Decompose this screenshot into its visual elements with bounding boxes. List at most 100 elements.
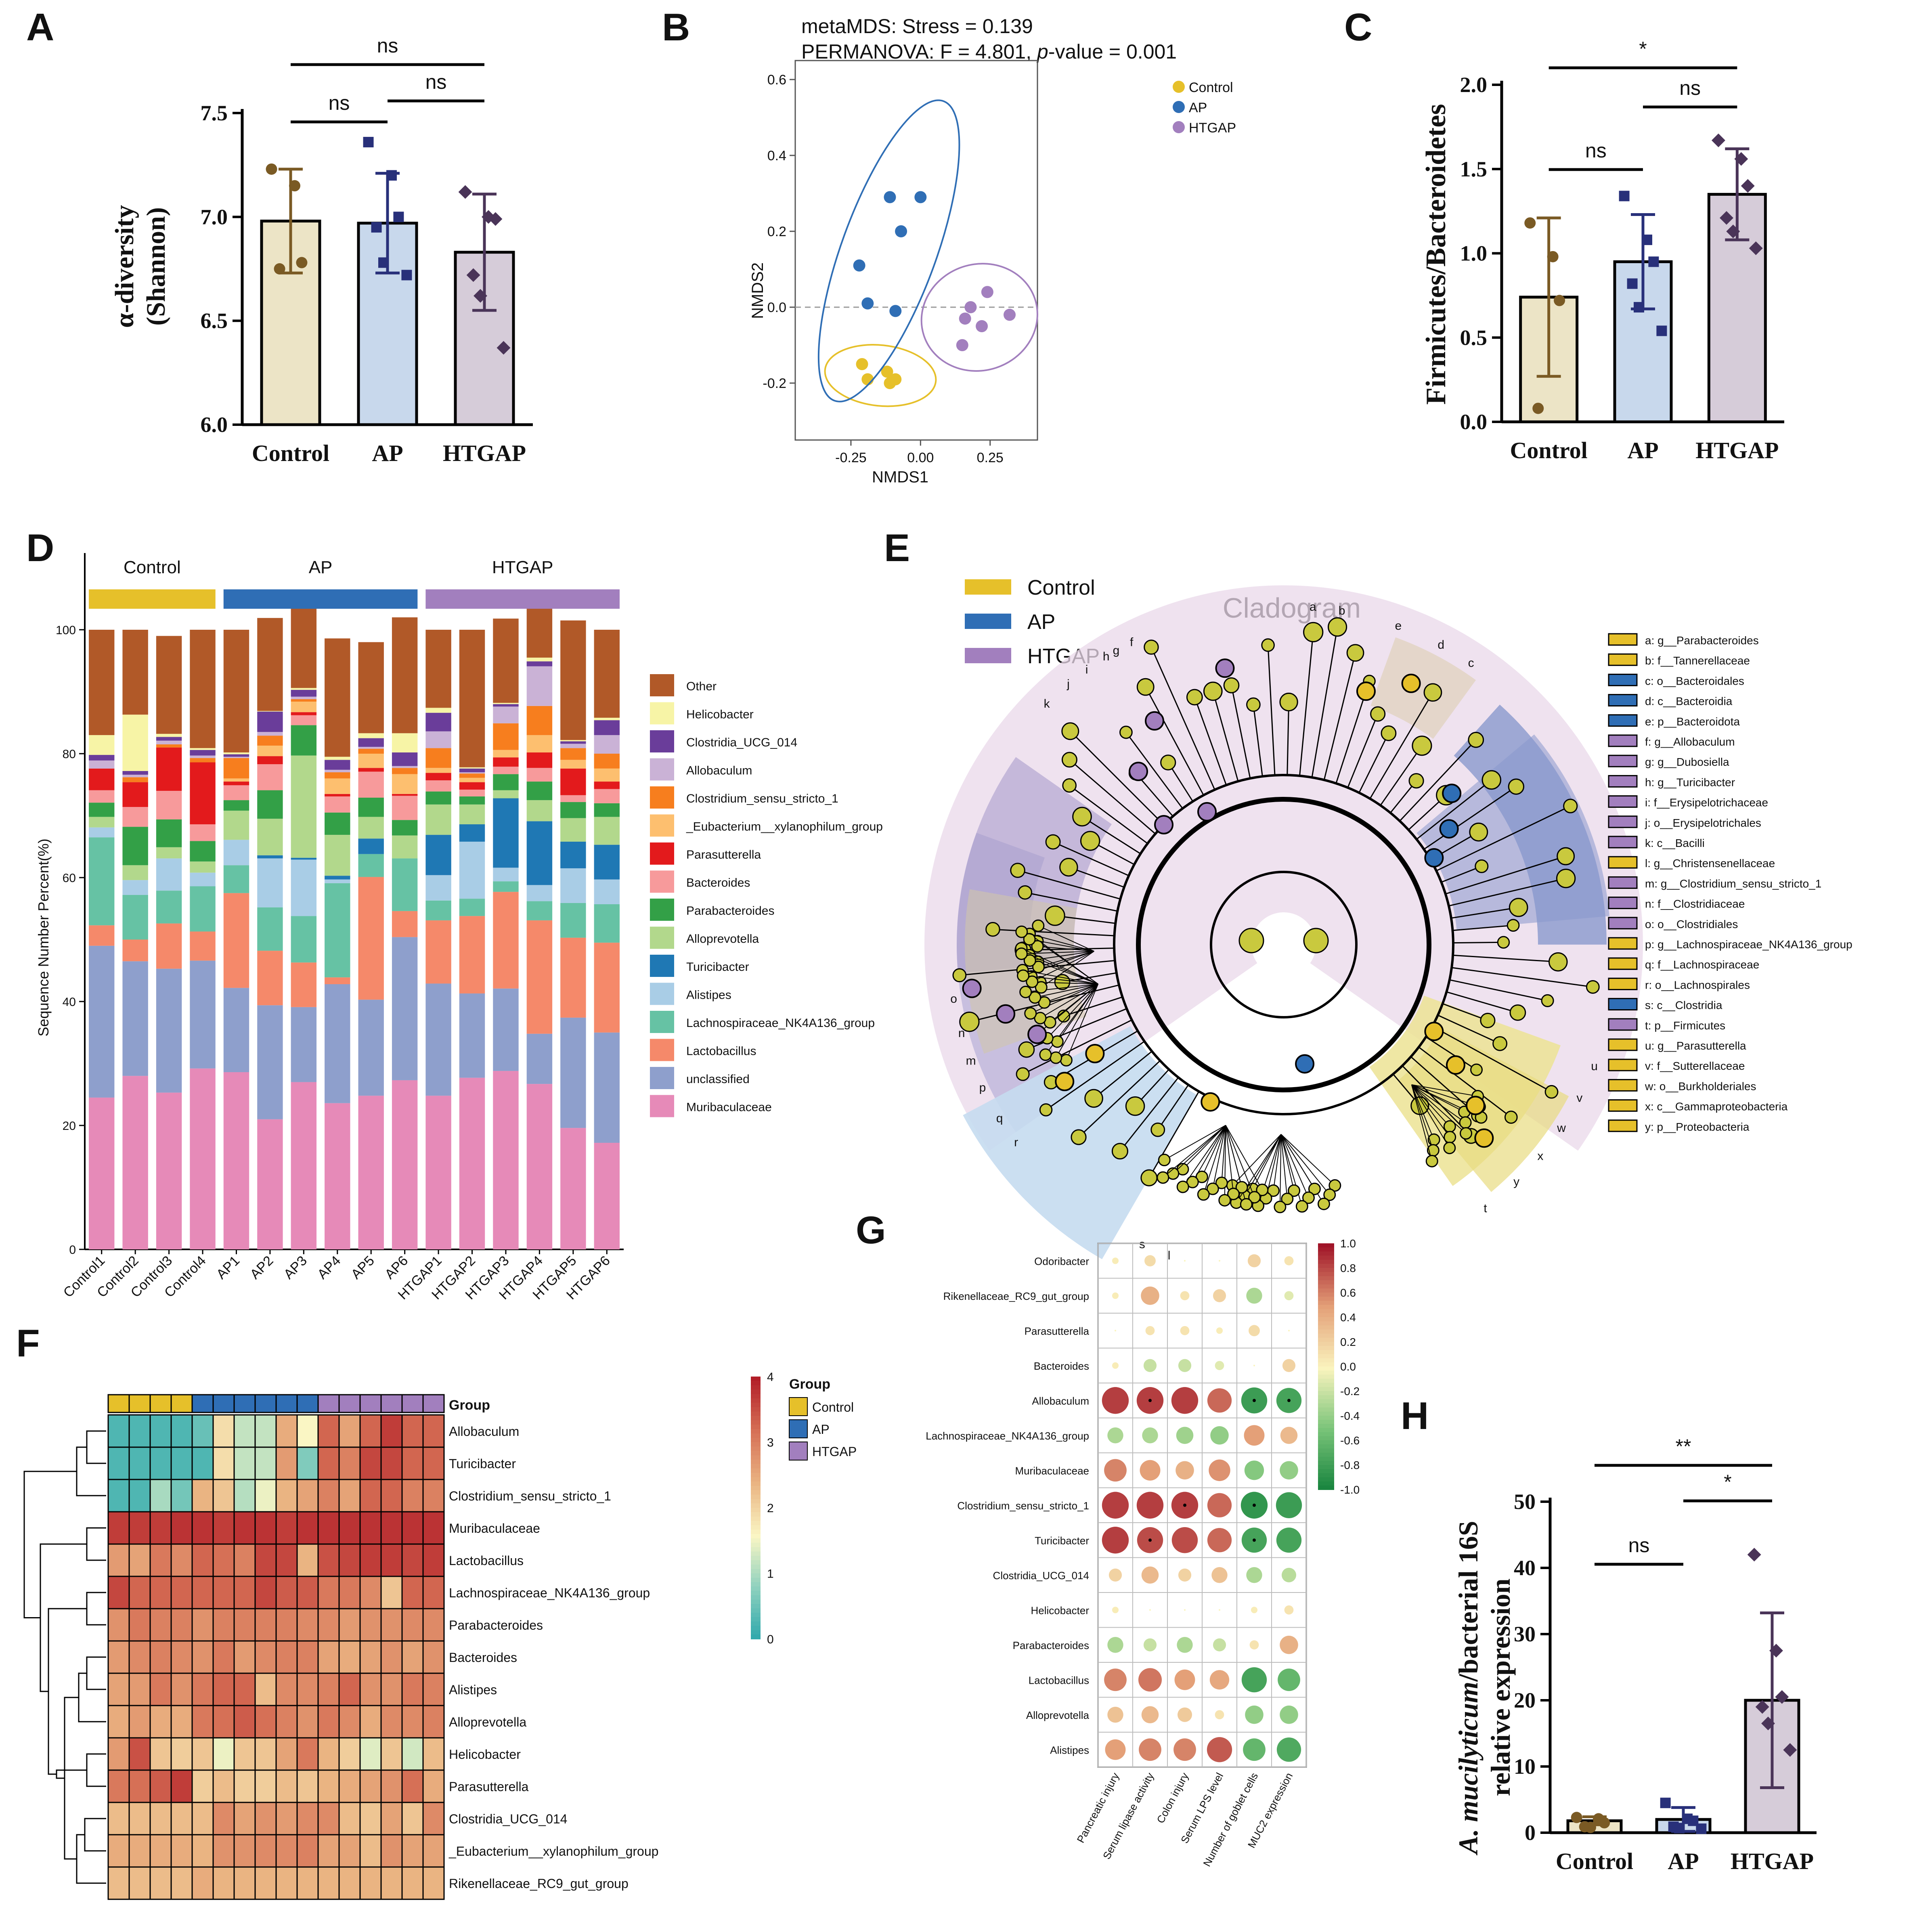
heat-cell	[191, 1802, 214, 1836]
taxon-label: g: g__Dubosiella	[1645, 756, 1729, 768]
corr-dot	[1207, 1493, 1232, 1517]
row-label-alloprevotella: Alloprevotella	[1026, 1709, 1090, 1721]
y-tick-label: 0	[1525, 1821, 1536, 1845]
heat-cell	[338, 1414, 361, 1448]
segment-turicibacter	[425, 835, 451, 875]
colorbar-step	[1318, 1329, 1334, 1334]
leaf-node	[1061, 722, 1079, 740]
heat-cell	[149, 1576, 172, 1609]
corr-dot	[1276, 1492, 1302, 1518]
data-point	[401, 270, 412, 281]
segment-lactobacillus	[156, 923, 182, 969]
group-cell-control	[128, 1394, 151, 1413]
branch	[1225, 1125, 1243, 1188]
branch	[1150, 647, 1215, 790]
branch	[1066, 984, 1099, 1060]
branch	[1451, 967, 1593, 988]
heat-cell	[170, 1608, 193, 1642]
leaf-node	[1071, 1129, 1087, 1145]
corr-dot	[1184, 1260, 1186, 1262]
segment-unclassified	[257, 1005, 283, 1119]
leaf-node	[1160, 754, 1176, 771]
heat-cell	[254, 1834, 277, 1868]
colorbar-step	[1318, 1379, 1334, 1383]
leaf-node	[1302, 1191, 1315, 1204]
heat-cell	[401, 1705, 424, 1739]
legend-label-unclassified: unclassified	[686, 1073, 750, 1086]
heat-cell	[254, 1769, 277, 1803]
segment-alloprevotella	[223, 811, 249, 840]
heat-cell	[212, 1511, 235, 1545]
heat-cell	[149, 1834, 172, 1868]
point-ap	[861, 297, 874, 310]
leaf-node	[1158, 1154, 1171, 1167]
heat-cell	[128, 1705, 151, 1739]
heat-cell	[170, 1640, 193, 1674]
corr-dot	[1107, 1707, 1123, 1723]
colorbar-step	[751, 1377, 761, 1381]
segment-allobaculum	[325, 769, 350, 773]
branch	[1017, 870, 1121, 900]
taxon-label: o: o__Clostridiales	[1645, 918, 1738, 930]
colorbar-step	[751, 1538, 761, 1543]
heat-cell	[317, 1672, 340, 1706]
heat-cell	[296, 1834, 319, 1868]
row-label-clostridia-ucg-014: Clostridia_UCG_014	[449, 1812, 567, 1826]
segment-turicibacter	[459, 824, 485, 842]
legend-swatch-muribaculaceae	[650, 1095, 674, 1117]
plot-frame	[794, 60, 1038, 441]
row-label-turicibacter: Turicibacter	[449, 1456, 516, 1471]
corr-dot	[1176, 1461, 1194, 1480]
colorbar-step	[751, 1464, 761, 1469]
legend-swatch-parabacteroides	[650, 899, 674, 921]
leaf-node	[1072, 807, 1092, 827]
heat-cell	[401, 1511, 424, 1545]
segment-eubacterium-xylanophilum-group	[526, 735, 553, 752]
colorbar-step	[751, 1398, 761, 1403]
colorbar-step	[1318, 1321, 1334, 1326]
colorbar-step	[751, 1403, 761, 1408]
heat-cell	[170, 1866, 193, 1900]
taxon-swatch	[1608, 1018, 1638, 1031]
y-tick-label: 40	[1514, 1556, 1536, 1580]
colorbar-step	[1318, 1358, 1334, 1363]
heat-cell	[170, 1769, 193, 1803]
group-bar-control	[89, 589, 216, 609]
segment-alloprevotella	[122, 865, 148, 880]
segment-muribaculaceae	[358, 1096, 384, 1249]
segment-clostridium-sensu-stricto-1	[560, 748, 586, 760]
heat-cell	[191, 1834, 214, 1868]
branch	[1244, 1134, 1282, 1196]
branch	[1025, 892, 1118, 912]
panel-letter-f: F	[16, 1322, 40, 1365]
heat-cell	[107, 1576, 130, 1609]
heat-cell	[380, 1543, 403, 1577]
segment-lachnospiraceae-nk4a136-group	[594, 904, 620, 943]
heat-cell	[380, 1640, 403, 1674]
row-label-clostridia-ucg-014: Clostridia_UCG_014	[993, 1569, 1089, 1582]
data-point	[1554, 295, 1565, 306]
segment-unclassified	[358, 1000, 384, 1096]
colorbar-tick-label: -0.6	[1340, 1434, 1360, 1447]
segment-unclassified	[425, 983, 451, 1096]
group-label-control: Control	[124, 557, 181, 577]
segment-allobaculum	[122, 775, 148, 777]
heat-cell	[317, 1705, 340, 1739]
colorbar-step	[751, 1551, 761, 1557]
colorbar-tick-label: 1.0	[1340, 1237, 1356, 1250]
segment-eubacterium-xylanophilum-group	[594, 768, 620, 782]
significance-dot	[1253, 1538, 1256, 1542]
heat-cell	[233, 1446, 256, 1480]
segment-clostridia-ucg-014	[325, 760, 350, 770]
leaf-node	[1215, 1176, 1228, 1189]
leaf-node	[1412, 736, 1432, 756]
biomarker-node	[1439, 819, 1459, 839]
branch	[1145, 686, 1204, 796]
data-point	[1761, 1716, 1775, 1731]
corr-dot	[1102, 1492, 1129, 1519]
branch	[1411, 1084, 1466, 1123]
panel-d-stacked-bars: 0 20 40 60 80 100 Sequence Number Percent(%) Co…	[35, 553, 883, 1303]
branch	[1081, 816, 1141, 855]
leaf-node	[1125, 1096, 1145, 1116]
row-label-parabacteroides: Parabacteroides	[1013, 1639, 1089, 1651]
